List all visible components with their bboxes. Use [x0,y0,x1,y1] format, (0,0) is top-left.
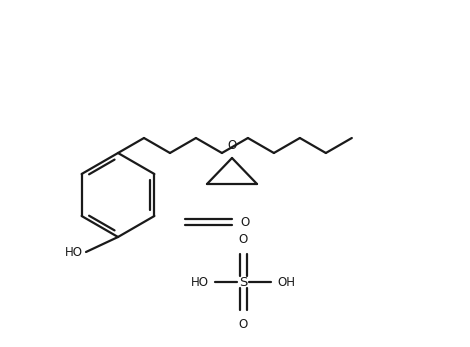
Text: OH: OH [277,276,295,288]
Text: O: O [227,139,236,152]
Text: O: O [238,233,248,246]
Text: HO: HO [65,246,83,260]
Text: O: O [238,318,248,331]
Text: O: O [240,215,249,229]
Text: HO: HO [191,276,209,288]
Text: S: S [239,276,247,288]
